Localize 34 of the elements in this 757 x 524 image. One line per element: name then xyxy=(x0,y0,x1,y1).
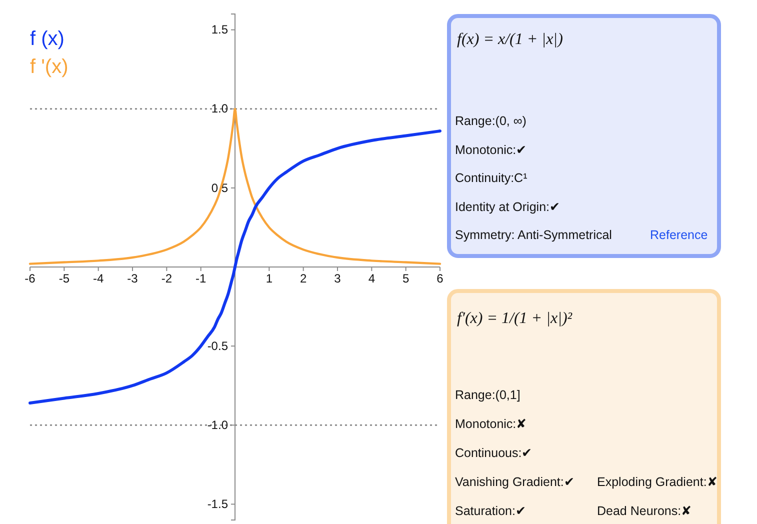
x-tick-label: 4 xyxy=(368,272,376,286)
x-tick-label: -5 xyxy=(58,272,70,286)
y-tick-label: -1.0 xyxy=(207,418,228,432)
text: Reference xyxy=(650,227,708,243)
text: f′(x) = 1/(1 + |x|)² xyxy=(457,310,572,328)
x-tick-label: -2 xyxy=(161,272,172,286)
text: Range:(0, ∞) xyxy=(455,113,526,129)
x-tick-label: -4 xyxy=(92,272,104,286)
text: Identity at Origin:✔ xyxy=(455,198,560,214)
text: f '(x) xyxy=(30,56,68,78)
text: Continuity:C¹ xyxy=(455,170,528,186)
text: Dead Neurons:✘ xyxy=(597,503,692,519)
y-tick-label: 1.0 xyxy=(211,102,228,116)
text: Exploding Gradient:✘ xyxy=(597,474,718,490)
text: Range:(0,1] xyxy=(455,387,520,403)
y-tick-label: -0.5 xyxy=(207,338,228,353)
text: f(x) = x/(1 + |x|) xyxy=(457,31,563,49)
x-tick-label: 2 xyxy=(300,272,307,286)
y-tick-label: 1.5 xyxy=(211,22,228,37)
text: Saturation:✔ xyxy=(455,503,526,519)
text: Monotonic:✘ xyxy=(455,416,528,432)
text: Continuous:✔ xyxy=(455,445,533,461)
text: Vanishing Gradient:✔ xyxy=(455,474,575,490)
text: f (x) xyxy=(30,28,64,50)
x-tick-label: 1 xyxy=(266,272,273,286)
x-tick-label: 5 xyxy=(402,272,410,286)
x-tick-label: 3 xyxy=(334,272,342,286)
y-tick-label: -1.5 xyxy=(207,497,228,512)
x-tick-label: -1 xyxy=(195,272,206,286)
x-tick-label: 6 xyxy=(436,272,444,286)
text: Monotonic:✔ xyxy=(455,142,528,158)
text: Symmetry: Anti-Symmetrical xyxy=(455,227,612,243)
x-tick-label: -6 xyxy=(24,272,36,286)
x-tick-label: -3 xyxy=(127,272,138,286)
